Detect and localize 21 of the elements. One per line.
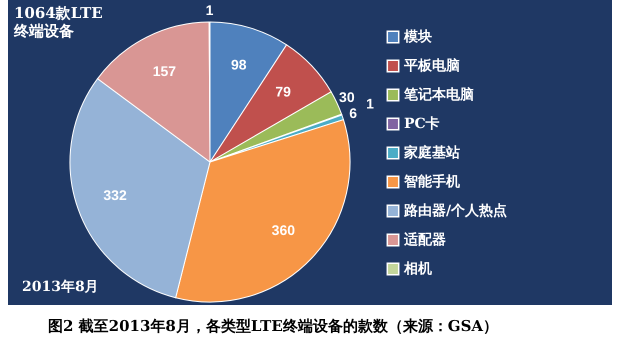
data-label: 79 [275, 84, 292, 100]
text: 1064款LTE 终端设备 [14, 4, 103, 40]
text: 2013年8月 [22, 278, 99, 296]
legend-label: PC卡 [404, 116, 440, 132]
data-label: 30 [339, 89, 355, 106]
legend-label: 平板电脑 [403, 57, 460, 74]
data-label: 332 [103, 186, 127, 203]
legend-label: 相机 [403, 261, 432, 277]
data-label: 6 [349, 104, 358, 121]
data-label: 360 [272, 222, 296, 238]
data-label: 98 [230, 56, 247, 72]
legend-label: 适配器 [403, 231, 446, 248]
data-label: 1 [206, 2, 214, 18]
caption: 图2 截至2013年8月，各类型LTE终端设备的款数（来源：GSA） [48, 317, 498, 336]
legend-label: 路由器/个人热点 [403, 203, 508, 219]
legend-label: 智能手机 [403, 173, 460, 190]
data-label: 1 [366, 95, 374, 112]
legend-label: 家庭基站 [403, 144, 460, 161]
legend-label: 模块 [403, 29, 432, 45]
data-label: 157 [152, 63, 176, 80]
legend-label: 笔记本电脑 [403, 86, 474, 103]
